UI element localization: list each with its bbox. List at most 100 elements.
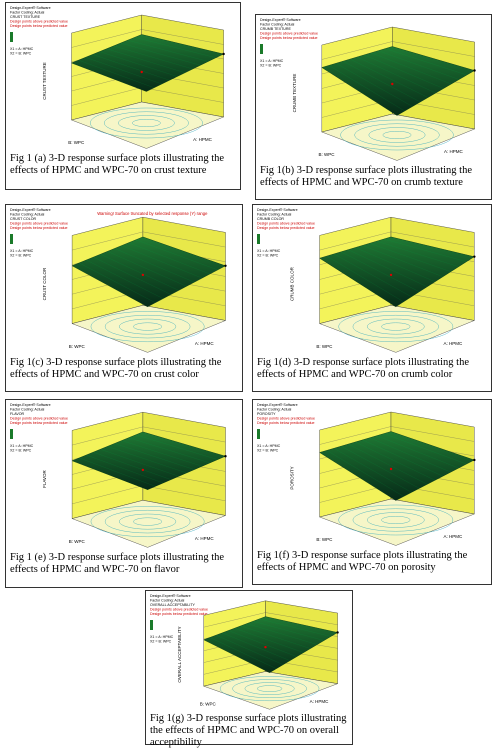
warning-text: Warning! Surface truncated by selected r… (97, 211, 208, 216)
contour (368, 127, 426, 143)
color-key (260, 44, 263, 54)
x-axis-label: A: HPMC (195, 536, 215, 541)
design-point (336, 631, 339, 634)
contour (104, 314, 191, 339)
color-key (150, 620, 153, 630)
surface-grid (362, 245, 443, 277)
surface-grid (121, 245, 203, 279)
header-text: Design points below predicted value (260, 36, 318, 40)
wall-grid (391, 426, 475, 442)
header-text: X2 = B: WPC (10, 52, 32, 56)
header-text: Factor Coding: Actual (257, 213, 292, 217)
z-axis-label: CRUST TEXTURE (42, 62, 47, 100)
z-axis-label: CRUST COLOR (42, 267, 47, 300)
header-text: Design points above predicted value (10, 417, 68, 421)
x-axis-label: A: HPMC (444, 341, 464, 346)
surface-grid (135, 434, 218, 460)
figure-caption: Fig 1(d) 3-D response surface plots illu… (257, 357, 469, 380)
surface-grid (333, 253, 412, 297)
surface-grid (85, 57, 162, 85)
header-text: Design points above predicted value (260, 32, 318, 36)
surface-grid (348, 444, 428, 485)
surface-grid (335, 63, 413, 107)
design-point (141, 468, 145, 472)
figure-caption: Fig 1 (e) 3-D response surface plots ill… (10, 552, 225, 575)
surface-grid (86, 454, 164, 484)
header-text: X2 = B: WPC (257, 254, 279, 258)
surface-grid (355, 247, 436, 282)
wall-grid (71, 29, 142, 48)
surface-grid (369, 243, 451, 272)
y-axis-label: B: WPC (68, 140, 85, 145)
surface-grid (240, 625, 311, 649)
header-text: Factor Coding: Actual (260, 23, 295, 27)
contour (354, 123, 440, 147)
header-text: Factor Coding: Actual (150, 599, 185, 603)
x-axis-label: A: HPMC (444, 149, 464, 154)
contour (338, 504, 454, 536)
figure-panel: Design-Expert® Software Factor Coding: Ac… (252, 204, 492, 392)
header-text: X2 = B: WPC (260, 64, 282, 68)
figure-caption: Fig 1(f) 3-D response surface plots illu… (257, 550, 468, 573)
wall-grid (319, 231, 392, 251)
floor (321, 113, 476, 161)
contour (338, 311, 454, 343)
x-axis-label: A: HPMC (193, 137, 213, 142)
wall-grid (142, 485, 226, 501)
contour (244, 682, 295, 695)
design-point (141, 273, 145, 277)
design-point (473, 255, 476, 258)
z-axis-label: CRUMB TEXTURE (292, 74, 297, 113)
header-text: X1 = A: HPMC (150, 635, 174, 639)
contour (340, 119, 454, 151)
z-axis-label: OVERALL ACCEPTABILITY (177, 626, 182, 682)
contour (104, 111, 189, 135)
design-point (224, 455, 227, 458)
header-text: Design points below predicted value (257, 226, 315, 230)
contour (352, 508, 439, 532)
surface-grid (376, 241, 459, 267)
contour (219, 676, 320, 702)
surface-grid (228, 630, 297, 657)
surface-grid (326, 450, 404, 497)
header-text: CRUST COLOR (10, 217, 36, 221)
wall-grid (391, 231, 475, 248)
surface-grid (364, 54, 444, 89)
header-text: Design points below predicted value (150, 612, 208, 616)
wall-grid (321, 41, 393, 60)
figure-caption: Fig 1(g) 3-D response surface plots illu… (150, 713, 347, 748)
contour (352, 314, 439, 339)
header-text: CRUST TEXTURE (10, 15, 41, 19)
floor (202, 671, 339, 710)
header-text: X1 = A: HPMC (257, 249, 281, 253)
surface-grid (326, 255, 404, 302)
z-axis-label: CRUMB COLOR (289, 266, 294, 301)
contour (367, 318, 425, 335)
wall-grid (142, 231, 226, 248)
header-text: Design-Expert® Software (257, 403, 298, 407)
y-axis-label: B: WPC (69, 344, 86, 349)
header-text: FLAVOR (10, 412, 25, 416)
header-text: X2 = B: WPC (150, 640, 172, 644)
surface-grid (328, 65, 405, 112)
z-axis-label: FLAVOR (42, 469, 47, 487)
wall-grid (392, 41, 475, 57)
figure-caption: Fig 1(c) 3-D response surface plots illu… (10, 357, 222, 380)
color-key (257, 234, 260, 244)
contour (133, 322, 162, 331)
surface-grid (209, 637, 277, 669)
header-text: Factor Coding: Actual (10, 408, 45, 412)
surface-grid (362, 439, 443, 477)
surface-grid (114, 443, 195, 470)
contour (90, 311, 205, 343)
wall-grid (203, 612, 266, 628)
header-text: CRUMB COLOR (257, 217, 284, 221)
z-axis-label: POROSITY (289, 466, 294, 489)
contour (381, 516, 411, 524)
wall-grid (265, 612, 338, 625)
header-text: Factor Coding: Actual (10, 213, 45, 217)
contour (133, 517, 162, 526)
design-point (389, 273, 393, 277)
